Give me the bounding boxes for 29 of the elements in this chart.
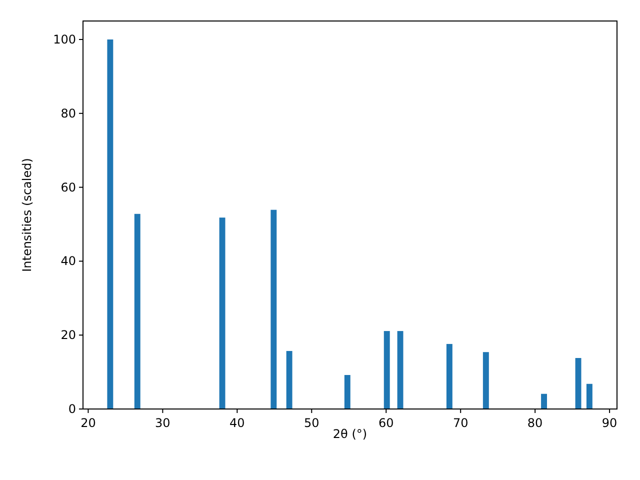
y-tick-label: 20 [60, 328, 76, 342]
bar [107, 39, 114, 409]
y-axis-title: Intensities (scaled) [20, 158, 34, 272]
bar [384, 331, 390, 409]
bar [397, 331, 404, 409]
x-tick-label: 70 [452, 416, 468, 430]
bar [586, 384, 592, 409]
x-tick-label: 30 [155, 416, 170, 430]
bar [219, 218, 226, 409]
bar [541, 394, 547, 409]
x-axis-title: 2θ (°) [332, 427, 368, 441]
x-tick-label: 40 [230, 416, 245, 430]
y-tick-label: 80 [60, 106, 76, 120]
bar [286, 350, 292, 409]
x-tick-label: 90 [602, 416, 618, 430]
bar [482, 352, 489, 409]
bar [446, 344, 452, 409]
bar [270, 210, 277, 409]
bar [575, 358, 582, 409]
y-tick-label: 0 [68, 402, 76, 416]
x-tick-label: 50 [304, 416, 320, 430]
y-tick-label: 40 [60, 254, 76, 268]
y-tick-label: 100 [53, 32, 76, 46]
x-tick-label: 60 [378, 416, 394, 430]
y-tick-label: 60 [60, 180, 76, 194]
bar [134, 214, 140, 409]
x-tick-label: 80 [527, 416, 543, 430]
x-tick-label: 20 [80, 416, 96, 430]
bar [344, 375, 350, 409]
